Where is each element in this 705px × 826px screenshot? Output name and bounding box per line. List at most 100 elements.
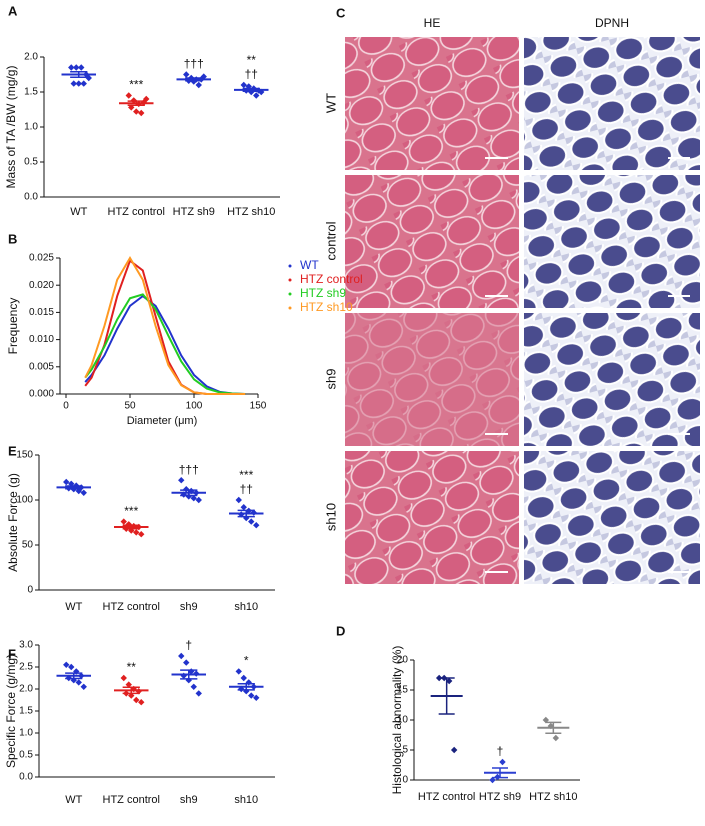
data-point [253, 522, 260, 529]
row-label: control [323, 221, 338, 260]
data-point [85, 74, 92, 82]
y-tick-label: 1.5 [24, 87, 38, 98]
data-point [445, 677, 453, 685]
data-point [178, 477, 185, 484]
data-point [133, 696, 140, 704]
significance-mark: †† [240, 482, 253, 496]
data-point [489, 776, 496, 784]
histology-panel: C HE DPNH WT control sh9 sh10 [323, 5, 700, 584]
y-tick-label: 2.0 [24, 52, 38, 63]
y-axis-label: Specific Force (g/mg) [4, 654, 18, 768]
data-point [70, 677, 77, 684]
significance-mark: *** [124, 504, 138, 518]
he-image [345, 175, 519, 308]
column-label: DPNH [595, 16, 629, 30]
legend-marker [288, 292, 292, 296]
y-tick-label: 0.0 [24, 192, 38, 203]
y-tick-label: 2.5 [19, 662, 33, 673]
data-point [63, 661, 70, 668]
data-point [542, 716, 550, 724]
y-tick-label: 1.0 [19, 728, 33, 739]
legend-label: HTZ sh9 [300, 286, 346, 300]
y-tick-label: 0.5 [24, 157, 38, 168]
x-tick-label: HTZ control [103, 794, 160, 806]
y-tick-label: 0.005 [29, 361, 54, 372]
he-texture [345, 313, 519, 446]
x-tick-label: sh10 [234, 794, 258, 806]
y-tick-label: 100 [16, 495, 33, 506]
data-point [245, 679, 252, 686]
y-tick-label: 1.5 [19, 706, 33, 717]
x-axis-label: Diameter (μm) [127, 415, 198, 427]
data-point [68, 663, 75, 671]
data-point [128, 527, 135, 534]
data-point [195, 81, 202, 89]
data-point [195, 690, 202, 697]
y-tick-label: 2.0 [19, 684, 33, 695]
data-point [68, 64, 75, 71]
x-tick-label: 0 [63, 401, 69, 412]
significance-mark: ††† [179, 462, 199, 476]
x-tick-label: sh10 [234, 601, 258, 613]
y-tick-label: 1.0 [24, 122, 38, 133]
data-point [248, 518, 255, 525]
series-line [84, 256, 246, 395]
data-point [133, 108, 140, 115]
data-point [183, 71, 190, 78]
y-tick-label: 20 [397, 655, 409, 666]
column-label: HE [424, 16, 441, 30]
data-point [133, 529, 140, 536]
x-tick-label: HTZ sh9 [479, 791, 521, 803]
x-tick-label: HTZ control [418, 791, 475, 803]
data-point [75, 679, 82, 686]
x-tick-label: HTZ sh10 [227, 206, 275, 218]
y-tick-label: 5 [402, 745, 408, 756]
y-axis-label: Absolute Force (g) [6, 473, 20, 572]
panel-label: A [8, 3, 18, 18]
y-tick-label: 0 [27, 585, 33, 596]
y-tick-label: 10 [397, 715, 409, 726]
data-point [499, 758, 506, 766]
y-tick-label: 0.0 [19, 772, 33, 783]
x-tick-label: sh9 [180, 601, 198, 613]
data-point [240, 81, 247, 89]
data-point [195, 496, 202, 504]
significance-mark: *** [239, 468, 253, 482]
data-point [78, 64, 85, 71]
data-point [240, 504, 247, 511]
data-point [200, 73, 207, 80]
panel-label: F [8, 646, 16, 661]
x-tick-label: 150 [250, 401, 267, 412]
x-tick-label: sh9 [180, 794, 198, 806]
y-tick-label: 150 [16, 450, 33, 461]
y-tick-label: 50 [22, 540, 34, 551]
data-point [128, 692, 135, 699]
significance-mark: * [244, 654, 249, 668]
x-tick-label: HTZ control [108, 206, 165, 218]
dpnh-image [524, 175, 700, 308]
y-tick-label: 0.010 [29, 334, 54, 345]
row-label: WT [323, 93, 338, 113]
dpnh-image [524, 451, 700, 584]
significance-mark: ** [247, 53, 257, 67]
data-point [73, 64, 80, 71]
x-tick-label: 100 [186, 401, 203, 412]
x-tick-label: WT [65, 794, 82, 806]
data-point [450, 746, 458, 754]
x-tick-label: HTZ sh9 [173, 206, 215, 218]
y-axis-label: Frequency [6, 298, 20, 355]
series-line [84, 293, 246, 395]
data-point [185, 677, 192, 684]
panel-label: D [336, 623, 345, 638]
x-tick-label: HTZ control [103, 601, 160, 613]
dpnh-image [524, 37, 700, 170]
data-point [552, 734, 560, 742]
data-point [120, 518, 127, 525]
data-point [138, 109, 145, 117]
data-point [235, 496, 242, 504]
y-axis-label: Mass of TA /BW (mg/g) [4, 66, 18, 189]
x-tick-label: WT [70, 206, 87, 218]
data-point [180, 672, 187, 679]
data-point [143, 95, 150, 103]
data-point [190, 683, 197, 690]
